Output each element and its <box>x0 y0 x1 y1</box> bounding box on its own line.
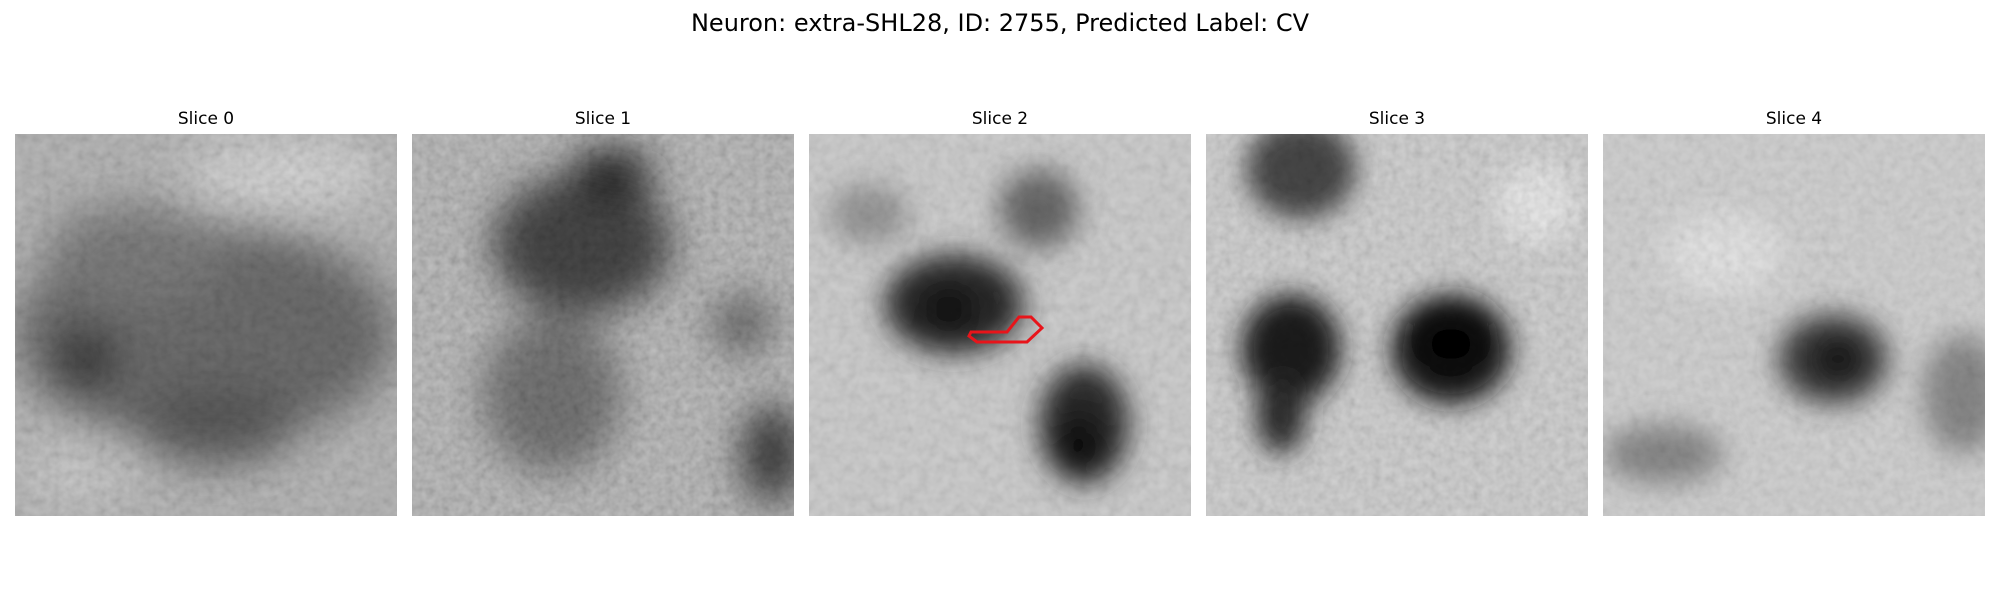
slice-3-title: Slice 3 <box>1368 109 1426 129</box>
slice-2-title: Slice 2 <box>971 109 1029 129</box>
slice-1-image <box>412 134 794 516</box>
slice-4-image <box>1603 134 1985 516</box>
slice-0-title: Slice 0 <box>177 109 235 129</box>
figure-title: Neuron: extra-SHL28, ID: 2755, Predicted… <box>690 9 1310 37</box>
slice-2-image <box>809 134 1191 516</box>
slice-4-title: Slice 4 <box>1765 109 1823 129</box>
slice-0-image <box>15 134 397 516</box>
slice-1-title: Slice 1 <box>574 109 632 129</box>
roi-contour <box>967 315 1045 344</box>
slice-3-image <box>1206 134 1588 516</box>
